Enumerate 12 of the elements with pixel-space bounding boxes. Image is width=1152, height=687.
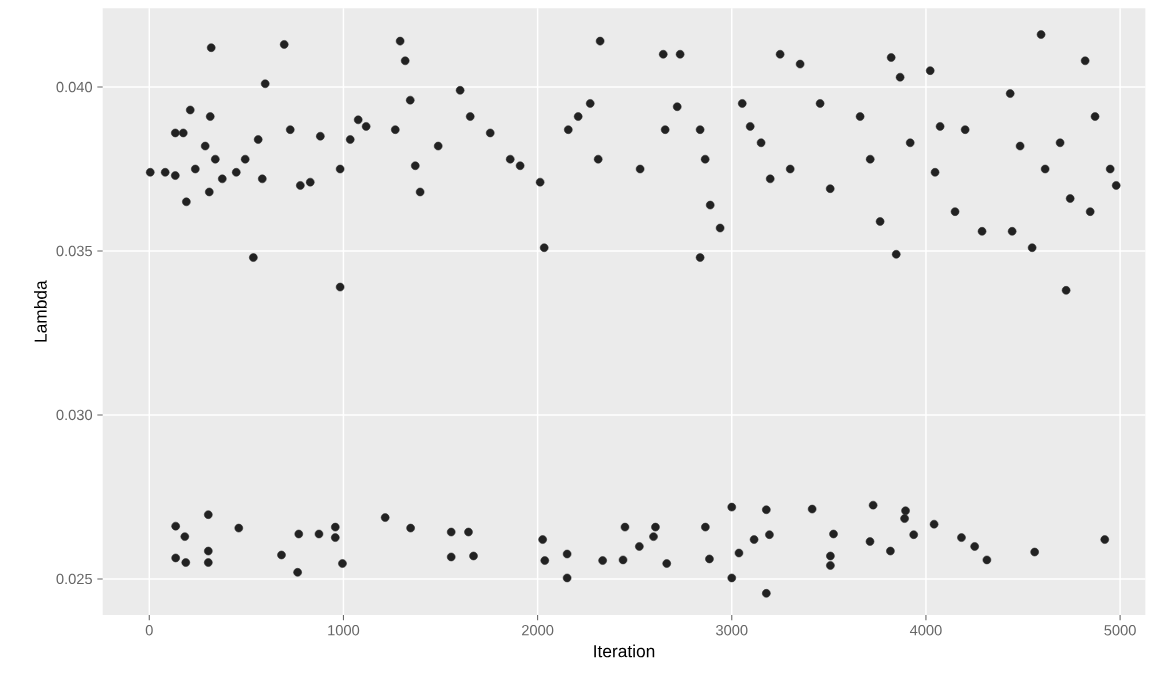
- x-tick-label: 0: [145, 625, 153, 636]
- y-tick-label: 0.035: [56, 245, 92, 257]
- y-tick-label: 0.030: [56, 409, 93, 421]
- x-axis-title: Iteration: [594, 644, 655, 658]
- x-tick-label: 4000: [909, 625, 942, 636]
- x-tick-label: 3000: [716, 625, 748, 636]
- y-tick-label: 0.040: [56, 81, 93, 93]
- y-tick-label: 0.025: [56, 573, 92, 585]
- x-tick-label: 5000: [1104, 625, 1136, 636]
- x-tick-label: 2000: [522, 625, 554, 636]
- y-axis-title: Lambda: [34, 280, 47, 342]
- x-tick-label: 1000: [328, 625, 360, 636]
